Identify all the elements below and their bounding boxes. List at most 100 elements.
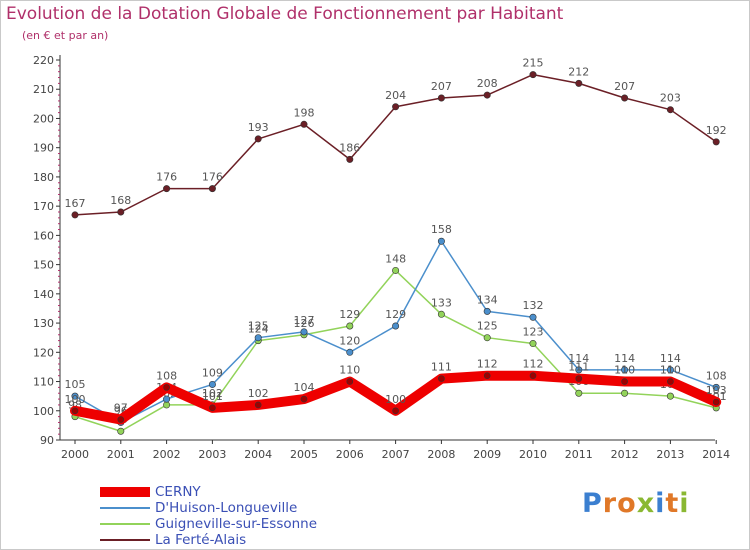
data-point [621,389,629,397]
data-point [667,378,674,385]
data-label: 109 [202,366,223,379]
data-label: 212 [568,65,589,78]
data-point [483,334,491,342]
data-point [71,407,79,415]
data-label: 108 [706,369,727,382]
data-point [163,384,170,391]
data-label: 114 [660,352,681,365]
x-tick-label: 2004 [244,448,272,461]
data-point [483,372,491,379]
legend-label: CERNY [155,484,201,500]
data-point [117,427,125,435]
data-point [483,91,491,99]
data-point [71,211,79,219]
data-point [529,313,537,321]
logo-letter: i [655,488,666,519]
data-label: 114 [568,352,589,365]
data-label: 124 [248,323,269,336]
x-tick-label: 2002 [153,448,181,461]
data-point [575,375,583,382]
logo-letter: o [617,488,637,519]
data-point [437,237,445,245]
x-tick-label: 2013 [656,448,684,461]
data-label: 215 [523,57,544,70]
data-label: 97 [114,402,128,415]
logo-letter: t [665,488,680,519]
data-point [437,94,445,102]
data-label: 110 [660,364,681,377]
data-point [117,416,125,423]
data-point [346,348,354,356]
y-tick-label: 90 [40,434,54,447]
y-tick-label: 190 [33,142,54,155]
x-tick-label: 2010 [519,448,547,461]
data-point [209,404,216,412]
x-tick-label: 2011 [565,448,593,461]
chart-title: Evolution de la Dotation Globale de Fonc… [6,4,564,24]
data-point [575,366,583,374]
x-tick-label: 2012 [611,448,639,461]
x-tick-label: 2007 [382,448,410,461]
data-label: 100 [65,393,86,406]
data-label: 100 [385,393,406,406]
data-point [300,395,308,403]
legend-swatch [100,523,150,525]
y-tick-label: 180 [33,171,54,184]
y-tick-label: 130 [33,317,54,330]
data-point [712,138,720,146]
legend-swatch [100,539,150,541]
data-point [437,310,445,318]
data-point [392,407,399,415]
x-tick-label: 2006 [336,448,364,461]
data-label: 158 [431,223,452,236]
data-label: 132 [523,299,544,312]
data-point [208,185,216,193]
data-point [392,103,400,111]
data-label: 110 [339,364,360,377]
data-point [529,372,537,379]
data-label: 167 [65,197,86,210]
logo-letter: P [582,488,603,519]
data-point [666,106,674,114]
data-label: 193 [248,121,269,134]
y-tick-label: 220 [33,54,54,67]
y-tick-label: 150 [33,259,54,272]
data-point [621,94,629,102]
data-point [117,208,125,216]
y-tick-label: 140 [33,288,54,301]
x-tick-label: 2014 [702,448,730,461]
data-label: 133 [431,296,452,309]
data-point [346,155,354,163]
data-label: 203 [660,92,681,105]
data-point [163,395,171,403]
data-label: 125 [248,320,269,333]
data-point [163,185,171,193]
data-label: 207 [614,80,635,93]
data-point [392,322,400,330]
data-label: 110 [614,364,635,377]
y-tick-label: 160 [33,229,54,242]
data-point [392,266,400,274]
data-point [163,401,171,409]
data-label: 129 [385,308,406,321]
data-label: 112 [523,358,544,371]
data-point [712,383,720,391]
data-label: 123 [523,326,544,339]
data-label: 134 [477,293,498,306]
data-label: 125 [477,320,498,333]
x-tick-label: 2000 [61,448,89,461]
data-label: 114 [614,352,635,365]
data-point [346,378,354,385]
data-point [621,366,629,374]
data-label: 105 [65,378,86,391]
data-point [666,366,674,374]
data-label: 176 [156,171,177,184]
y-tick-label: 200 [33,112,54,125]
data-point [483,307,491,315]
line-chart: 9010011012013014015016017018019020021022… [33,54,730,461]
y-tick-label: 110 [33,376,54,389]
data-label: 103 [706,384,727,397]
y-tick-label: 100 [33,405,54,418]
data-label: 101 [202,390,223,403]
data-label: 198 [294,106,315,119]
